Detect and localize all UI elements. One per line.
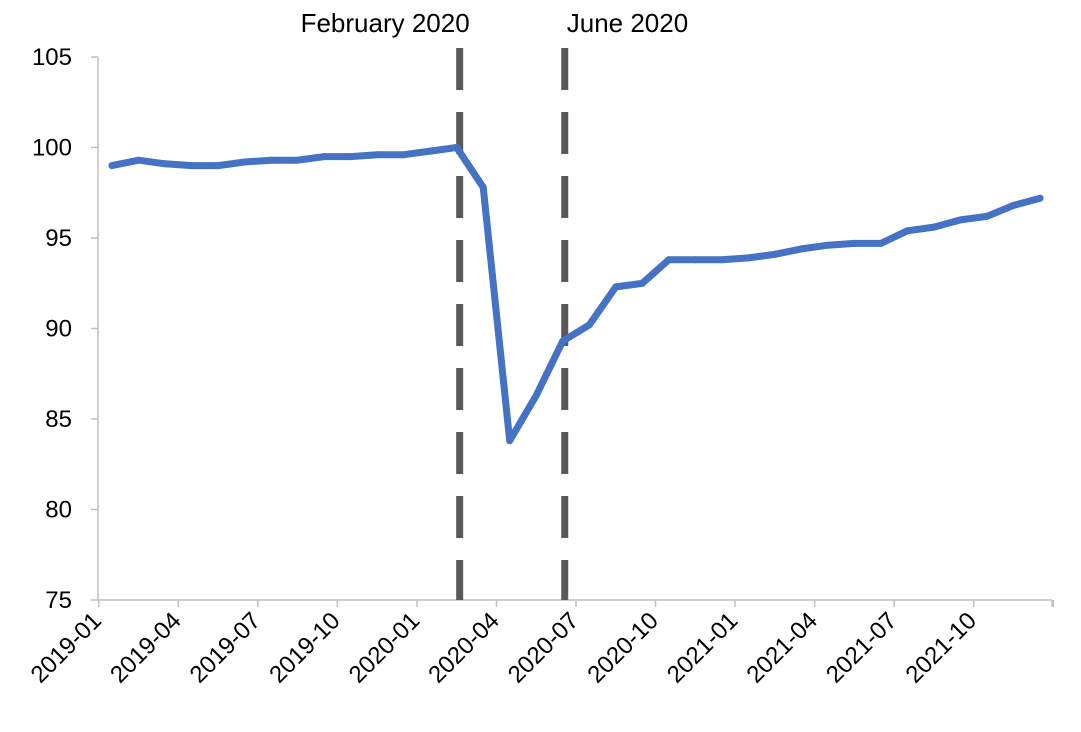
data-point: [294, 156, 302, 164]
x-tick-label: 2021-07: [821, 607, 902, 688]
data-point: [1036, 194, 1044, 202]
data-point: [585, 321, 593, 329]
data-point: [797, 245, 805, 253]
x-tick-label: 2021-04: [741, 607, 822, 688]
data-point: [665, 256, 673, 264]
data-point: [135, 156, 142, 164]
data-point: [612, 283, 620, 291]
data-point: [877, 239, 885, 247]
x-tick-label: 2020-10: [582, 607, 663, 688]
data-point: [267, 156, 275, 164]
data-point: [850, 239, 858, 247]
series-line: [108, 144, 1044, 445]
x-tick-label: 2019-01: [26, 607, 107, 688]
y-tick-label: 105: [32, 44, 72, 71]
data-point: [320, 153, 328, 161]
data-point: [638, 279, 646, 287]
x-tick-label: 2019-07: [185, 607, 266, 688]
y-tick-label: 85: [45, 406, 72, 433]
x-tick-label: 2021-01: [662, 607, 743, 688]
x-tick-label: 2019-10: [264, 607, 345, 688]
event-marker-label: February 2020: [301, 8, 470, 38]
y-tick-label: 75: [45, 587, 72, 614]
y-tick-label: 95: [45, 225, 72, 252]
series-layer: [108, 144, 1044, 445]
y-tick-label: 90: [45, 316, 72, 343]
event-marker-label: June 2020: [567, 8, 688, 38]
x-tick-label: 2019-04: [105, 607, 186, 688]
data-point: [188, 162, 195, 170]
data-point: [161, 160, 169, 168]
x-tick-label: 2020-01: [344, 607, 425, 688]
x-tick-label: 2020-04: [423, 607, 504, 688]
data-point: [506, 437, 514, 445]
data-point: [559, 337, 567, 345]
data-point: [479, 183, 487, 191]
data-point: [930, 223, 938, 231]
data-point: [347, 153, 355, 161]
data-point: [453, 144, 461, 151]
data-point: [214, 162, 222, 170]
x-tick-label: 2021-10: [901, 607, 982, 688]
data-point: [824, 241, 832, 249]
data-point: [771, 250, 779, 258]
data-point: [957, 216, 964, 224]
data-point: [691, 256, 699, 264]
data-point: [373, 151, 381, 159]
y-tick-label: 80: [45, 497, 72, 524]
data-point: [744, 254, 752, 262]
data-point: [903, 227, 911, 235]
data-point: [718, 256, 726, 264]
data-point: [108, 162, 116, 170]
data-point: [400, 151, 408, 159]
tick-labels: 75 80 85 90 95 100 105 2019-012019-042019-07201…: [26, 8, 982, 689]
event-marker-lines: [456, 48, 569, 600]
data-point: [426, 147, 434, 155]
data-point: [1010, 201, 1017, 209]
axes: [91, 56, 1055, 607]
y-tick-label: 100: [32, 135, 72, 162]
data-point: [241, 158, 249, 166]
data-point: [983, 212, 991, 220]
data-point: [532, 392, 540, 399]
x-tick-label: 2020-07: [503, 607, 584, 688]
